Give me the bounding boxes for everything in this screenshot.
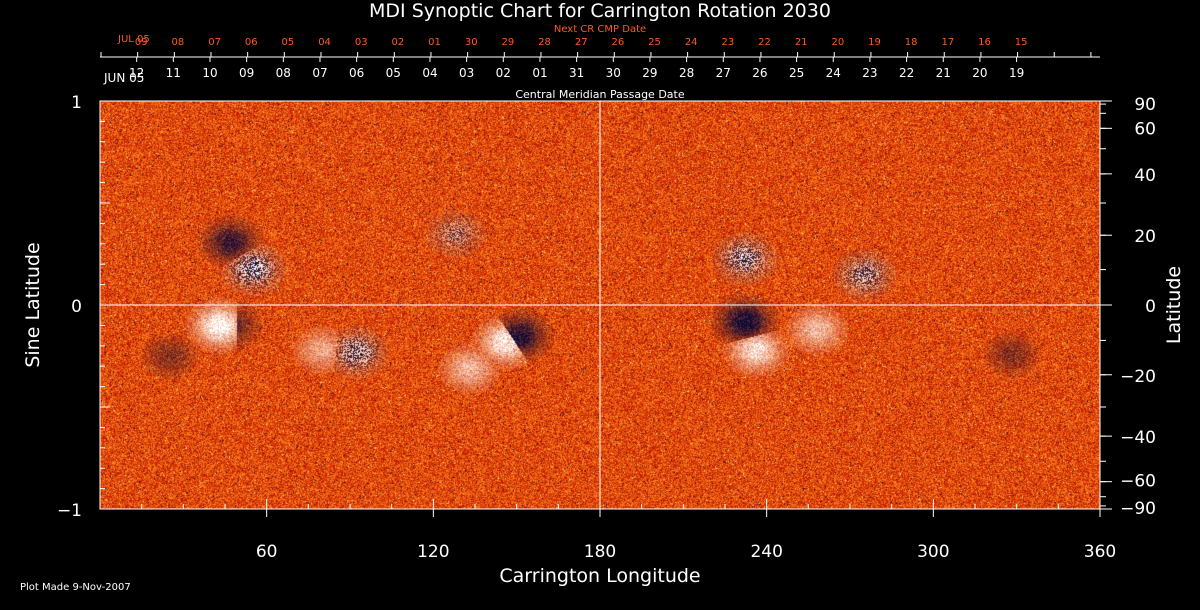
next-date-label: 21 — [795, 37, 808, 48]
next-date-label: 30 — [465, 37, 478, 48]
cmp-date-label: 08 — [276, 66, 291, 80]
cmp-date-label: 29 — [642, 66, 657, 80]
x-tick-label: 120 — [417, 542, 449, 562]
x-tick-label: 360 — [1084, 542, 1116, 562]
y-tick-label-right: −40 — [1120, 428, 1156, 448]
next-date-label: 15 — [1015, 37, 1028, 48]
y-tick-label-left: 0 — [71, 297, 82, 317]
top-axis-month: JUN 05 — [103, 71, 144, 85]
cmp-date-label: 07 — [312, 66, 327, 80]
y-tick-label-right: 20 — [1134, 227, 1156, 247]
y-tick-label-right: 90 — [1134, 95, 1156, 115]
y-tick-label-right: −60 — [1120, 472, 1156, 492]
sine-latitude-axis: 1 0 −1 — [57, 93, 112, 521]
chart-title: MDI Synoptic Chart for Carrington Rotati… — [369, 0, 831, 22]
plot-made-footer: Plot Made 9-Nov-2007 — [20, 582, 131, 593]
cmp-date-label: 11 — [166, 66, 181, 80]
longitude-axis: 60 120 180 240 300 360 — [141, 499, 1116, 562]
y-axis-label-left: Sine Latitude — [22, 242, 44, 367]
next-axis-month: JUL 05 — [117, 34, 150, 45]
cmp-date-label: 12 — [129, 66, 144, 80]
next-date-label: 29 — [502, 37, 515, 48]
next-date-label: 09 — [135, 37, 148, 48]
next-axis-title: Next CR CMP Date — [554, 24, 646, 35]
next-date-label: 28 — [538, 37, 551, 48]
top-axis-title: Central Meridian Passage Date — [515, 88, 684, 101]
cmp-date-label: 21 — [936, 66, 951, 80]
cmp-date-label: 26 — [752, 66, 767, 80]
x-tick-label: 180 — [584, 542, 616, 562]
cmp-date-label: 02 — [496, 66, 511, 80]
cmp-date-label: 06 — [349, 66, 364, 80]
y-tick-label-right: −90 — [1120, 499, 1156, 519]
cmp-date-axis: 12 11 10 09 08 07 06 05 04 03 02 01 31 30 29 28 27 26 25 24… — [100, 52, 1100, 80]
x-tick-label: 60 — [256, 542, 278, 562]
y-tick-label-right: −20 — [1120, 367, 1156, 387]
next-date-label: 03 — [355, 37, 368, 48]
next-date-label: 01 — [428, 37, 441, 48]
next-date-label: 23 — [721, 37, 734, 48]
cmp-date-label: 27 — [716, 66, 731, 80]
cmp-date-label: 25 — [789, 66, 804, 80]
cmp-date-label: 20 — [972, 66, 987, 80]
next-date-label: 17 — [941, 37, 954, 48]
cmp-date-label: 28 — [679, 66, 694, 80]
latitude-axis: 90 60 40 20 0 −20 −40 −60 −90 — [1100, 95, 1156, 519]
next-date-label: 18 — [905, 37, 918, 48]
cmp-date-label: 23 — [862, 66, 877, 80]
next-date-label: 22 — [758, 37, 771, 48]
cmp-date-label: 03 — [459, 66, 474, 80]
y-tick-label-left: −1 — [57, 501, 82, 521]
y-tick-label-right: 0 — [1145, 297, 1156, 317]
x-axis-label: Carrington Longitude — [499, 565, 700, 587]
y-tick-label-left: 1 — [71, 93, 82, 113]
next-cr-date-axis: 09 08 07 06 05 04 03 02 01 30 29 28 27 26 25 24 23 22 21 20… — [135, 37, 1028, 48]
cmp-date-label: 24 — [826, 66, 841, 80]
next-date-label: 08 — [172, 37, 185, 48]
cmp-date-label: 22 — [899, 66, 914, 80]
y-axis-label-right: Latitude — [1163, 266, 1185, 344]
cmp-date-label: 10 — [202, 66, 217, 80]
cmp-date-label: 01 — [532, 66, 547, 80]
y-tick-label-right: 60 — [1134, 119, 1156, 139]
cmp-date-label: 19 — [1009, 66, 1024, 80]
next-date-label: 06 — [245, 37, 258, 48]
cmp-date-label: 31 — [569, 66, 584, 80]
x-tick-label: 240 — [750, 542, 782, 562]
next-date-label: 05 — [282, 37, 295, 48]
next-date-label: 20 — [831, 37, 844, 48]
next-date-label: 27 — [575, 37, 588, 48]
cmp-date-label: 30 — [606, 66, 621, 80]
x-tick-label: 300 — [917, 542, 949, 562]
next-date-label: 07 — [208, 37, 221, 48]
next-date-label: 24 — [685, 37, 698, 48]
next-date-label: 02 — [392, 37, 405, 48]
next-date-label: 04 — [318, 37, 331, 48]
next-date-label: 19 — [868, 37, 881, 48]
cmp-date-label: 09 — [239, 66, 254, 80]
cmp-date-label: 04 — [422, 66, 437, 80]
y-tick-label-right: 40 — [1134, 166, 1156, 186]
next-date-label: 26 — [612, 37, 625, 48]
next-date-label: 25 — [648, 37, 661, 48]
cmp-date-label: 05 — [386, 66, 401, 80]
next-date-label: 16 — [978, 37, 991, 48]
